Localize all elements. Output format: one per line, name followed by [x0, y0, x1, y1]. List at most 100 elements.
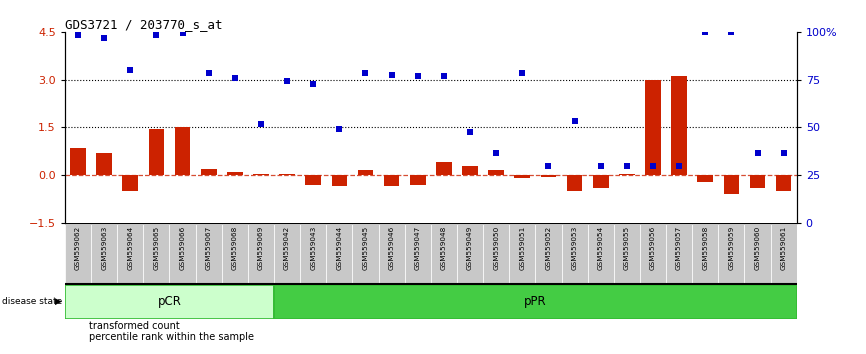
- Bar: [666, 224, 692, 284]
- Text: GSM559052: GSM559052: [546, 226, 552, 270]
- Bar: [358, 171, 373, 175]
- Text: transformed count: transformed count: [89, 321, 180, 331]
- Bar: [201, 169, 216, 175]
- Text: GSM559058: GSM559058: [702, 226, 708, 270]
- Point: [463, 129, 477, 135]
- Bar: [149, 129, 165, 175]
- Bar: [144, 224, 170, 284]
- Text: GSM559066: GSM559066: [179, 226, 185, 270]
- Bar: [561, 224, 588, 284]
- Point: [150, 32, 164, 38]
- Bar: [384, 175, 399, 187]
- Bar: [196, 224, 222, 284]
- Point: [567, 118, 581, 124]
- Text: GSM559055: GSM559055: [624, 226, 630, 270]
- Point: [777, 150, 791, 156]
- Bar: [436, 162, 452, 175]
- Point: [281, 79, 294, 84]
- Text: GSM559069: GSM559069: [258, 226, 264, 270]
- Bar: [122, 175, 138, 191]
- Text: percentile rank within the sample: percentile rank within the sample: [89, 332, 255, 342]
- Bar: [279, 174, 295, 175]
- Bar: [352, 224, 378, 284]
- Text: GSM559054: GSM559054: [598, 226, 604, 270]
- Text: GSM559047: GSM559047: [415, 226, 421, 270]
- Text: GSM559059: GSM559059: [728, 226, 734, 270]
- Bar: [332, 175, 347, 187]
- Point: [672, 163, 686, 169]
- Point: [385, 72, 398, 78]
- Bar: [378, 224, 404, 284]
- Text: pCR: pCR: [158, 295, 181, 308]
- Bar: [248, 224, 274, 284]
- Text: GSM559045: GSM559045: [363, 226, 369, 270]
- Text: GSM559064: GSM559064: [127, 226, 133, 270]
- Bar: [65, 285, 274, 319]
- Bar: [253, 174, 268, 175]
- Text: GSM559042: GSM559042: [284, 226, 290, 270]
- Point: [123, 67, 137, 73]
- Text: GSM559056: GSM559056: [650, 226, 656, 270]
- Text: GSM559061: GSM559061: [780, 226, 786, 270]
- Bar: [91, 224, 117, 284]
- Bar: [645, 80, 661, 175]
- Point: [254, 121, 268, 127]
- Bar: [535, 224, 561, 284]
- Bar: [222, 224, 248, 284]
- Bar: [619, 174, 635, 175]
- Bar: [723, 175, 740, 194]
- Bar: [771, 224, 797, 284]
- Bar: [462, 166, 478, 175]
- Point: [725, 29, 739, 35]
- Text: GSM559062: GSM559062: [75, 226, 81, 270]
- Point: [176, 30, 190, 36]
- Bar: [117, 224, 144, 284]
- Bar: [614, 224, 640, 284]
- Bar: [65, 224, 91, 284]
- Bar: [70, 148, 86, 175]
- Text: disease state: disease state: [2, 297, 62, 306]
- Bar: [718, 224, 745, 284]
- Bar: [483, 224, 509, 284]
- Text: GSM559053: GSM559053: [572, 226, 578, 270]
- Point: [489, 150, 503, 156]
- Bar: [175, 127, 191, 175]
- Bar: [326, 224, 352, 284]
- Point: [515, 70, 529, 76]
- Point: [410, 74, 424, 79]
- Text: GSM559067: GSM559067: [206, 226, 211, 270]
- Bar: [588, 224, 614, 284]
- Point: [359, 70, 372, 76]
- Bar: [410, 175, 425, 185]
- Bar: [509, 224, 535, 284]
- Point: [97, 35, 111, 41]
- Point: [71, 32, 85, 38]
- Text: GSM559051: GSM559051: [520, 226, 526, 270]
- Bar: [170, 224, 196, 284]
- Bar: [697, 175, 713, 182]
- Text: GSM559065: GSM559065: [153, 226, 159, 270]
- Text: GSM559043: GSM559043: [310, 226, 316, 270]
- Bar: [227, 172, 242, 175]
- Point: [333, 126, 346, 132]
- Text: ▶: ▶: [55, 297, 61, 306]
- Text: GSM559048: GSM559048: [441, 226, 447, 270]
- Bar: [692, 224, 718, 284]
- Bar: [404, 224, 430, 284]
- Bar: [301, 224, 326, 284]
- Bar: [750, 175, 766, 188]
- Point: [698, 29, 712, 35]
- Bar: [306, 175, 321, 185]
- Point: [437, 74, 451, 79]
- Bar: [274, 224, 301, 284]
- Text: GSM559060: GSM559060: [754, 226, 760, 270]
- Bar: [776, 175, 792, 191]
- Bar: [514, 175, 530, 178]
- Text: GDS3721 / 203770_s_at: GDS3721 / 203770_s_at: [65, 18, 223, 31]
- Text: GSM559049: GSM559049: [467, 226, 473, 270]
- Text: GSM559057: GSM559057: [676, 226, 682, 270]
- Bar: [488, 171, 504, 175]
- Bar: [457, 224, 483, 284]
- Point: [594, 163, 608, 169]
- Point: [751, 150, 765, 156]
